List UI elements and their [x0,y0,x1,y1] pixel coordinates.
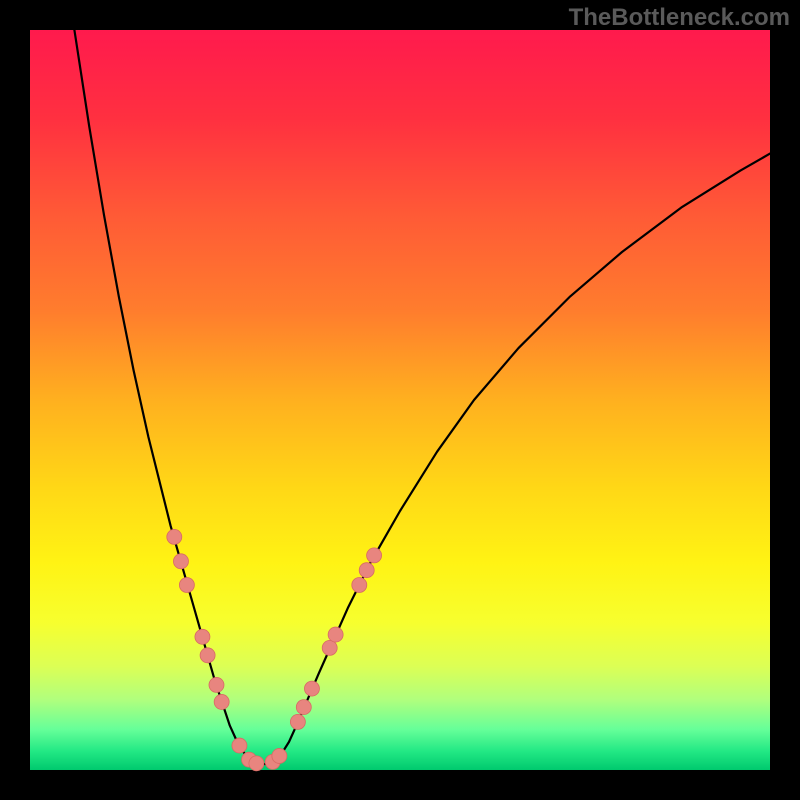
bottleneck-chart [0,0,800,800]
data-marker [214,694,229,709]
data-marker [296,700,311,715]
data-marker [352,578,367,593]
data-marker [209,677,224,692]
data-marker [272,748,287,763]
data-marker [290,714,305,729]
data-marker [328,627,343,642]
data-marker [173,554,188,569]
data-marker [179,578,194,593]
data-marker [232,738,247,753]
data-marker [167,529,182,544]
data-marker [367,548,382,563]
chart-container: TheBottleneck.com [0,0,800,800]
data-marker [322,640,337,655]
watermark-text: TheBottleneck.com [569,4,790,32]
data-marker [200,648,215,663]
data-marker [195,629,210,644]
data-marker [304,681,319,696]
data-marker [359,563,374,578]
data-marker [249,756,264,771]
